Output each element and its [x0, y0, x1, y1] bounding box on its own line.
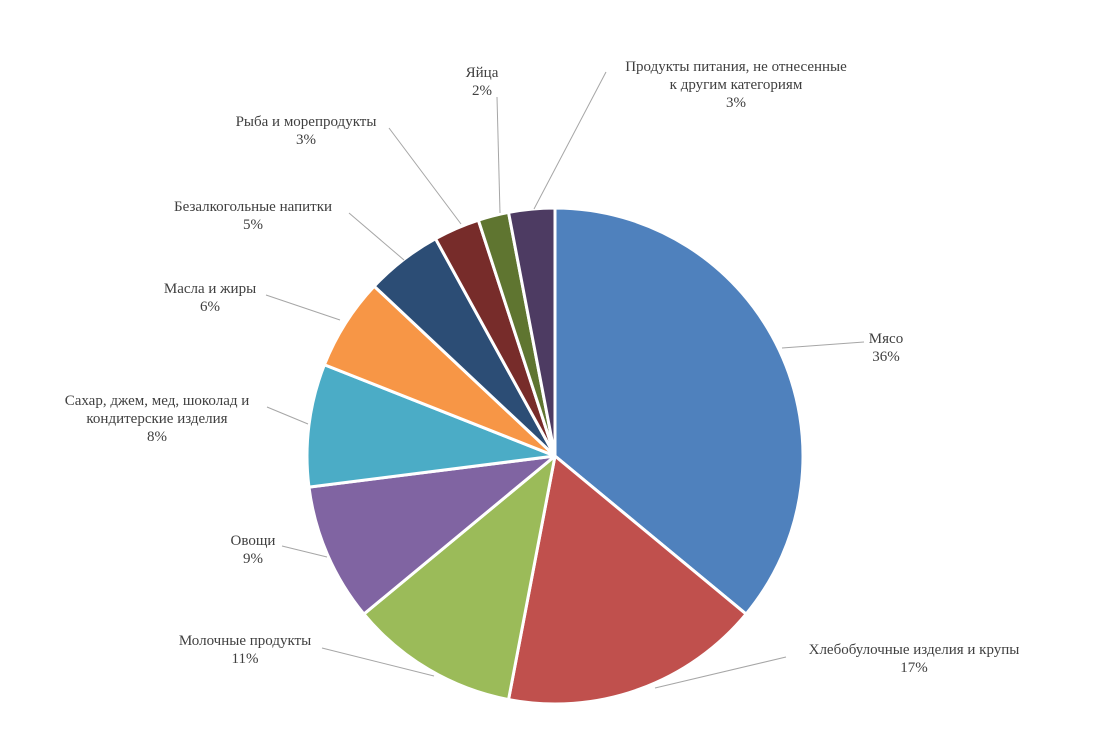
data-label-percent: 9%	[242, 551, 263, 567]
data-label: Хлебобулочные изделия и крупы 17%	[809, 641, 1020, 677]
data-label: Безалкогольные напитки 5%	[174, 198, 332, 234]
leader-line	[496, 96, 501, 214]
data-label: Рыба и морепродукты 3%	[236, 113, 377, 149]
pie-slice	[305, 363, 557, 489]
leader-line	[281, 545, 328, 558]
leader-line	[533, 71, 607, 210]
data-label-category: Яйца	[465, 65, 499, 81]
data-label: Мясо 36%	[869, 330, 903, 366]
data-label-category: Масла и жиры	[163, 281, 257, 297]
leader-line	[266, 406, 309, 425]
pie-slice	[507, 206, 557, 458]
data-label-category: Мясо	[868, 331, 904, 347]
data-label-category: Сахар, джем, мед, шоколад и	[64, 393, 250, 409]
data-label-category: к другим категориям	[669, 77, 803, 93]
leader-line	[348, 212, 405, 261]
data-label-percent: 5%	[242, 217, 263, 233]
data-label: Масла и жиры 6%	[164, 280, 256, 316]
data-label: Молочные продукты 11%	[179, 632, 311, 668]
data-label-percent: 8%	[147, 429, 167, 445]
data-label-percent: 2%	[472, 83, 492, 99]
data-label-percent: 6%	[199, 299, 220, 315]
data-label: Сахар, джем, мед, шоколад и кондитерские …	[65, 392, 250, 446]
pie-slice	[553, 206, 805, 616]
data-label-percent: 3%	[726, 95, 746, 111]
leader-line	[654, 656, 787, 689]
leader-line	[388, 127, 462, 225]
leader-line	[321, 647, 435, 677]
data-label-percent: 36%	[872, 349, 900, 365]
data-label-category: Овощи	[230, 533, 276, 549]
data-label-percent: 17%	[900, 660, 928, 676]
data-label-category: Безалкогольные напитки	[173, 199, 333, 215]
data-label-category: кондитерские изделия	[86, 411, 228, 427]
pie-slice	[362, 454, 557, 702]
leader-line	[781, 341, 865, 349]
data-label: Овощи 9%	[231, 532, 276, 568]
data-label-percent: 11%	[231, 651, 259, 667]
pie-slice	[507, 454, 748, 706]
leader-line	[265, 294, 341, 321]
data-label: Яйца 2%	[466, 64, 499, 100]
data-label-category: Молочные продукты	[178, 633, 312, 649]
data-label: Продукты питания, не отнесенные к другим …	[625, 58, 847, 112]
data-label-category: Продукты питания, не отнесенные	[625, 59, 847, 75]
data-label-category: Рыба и морепродукты	[235, 114, 377, 130]
data-label-category: Хлебобулочные изделия и крупы	[808, 642, 1020, 658]
data-label-percent: 3%	[296, 132, 316, 148]
pie-slice	[307, 454, 557, 616]
